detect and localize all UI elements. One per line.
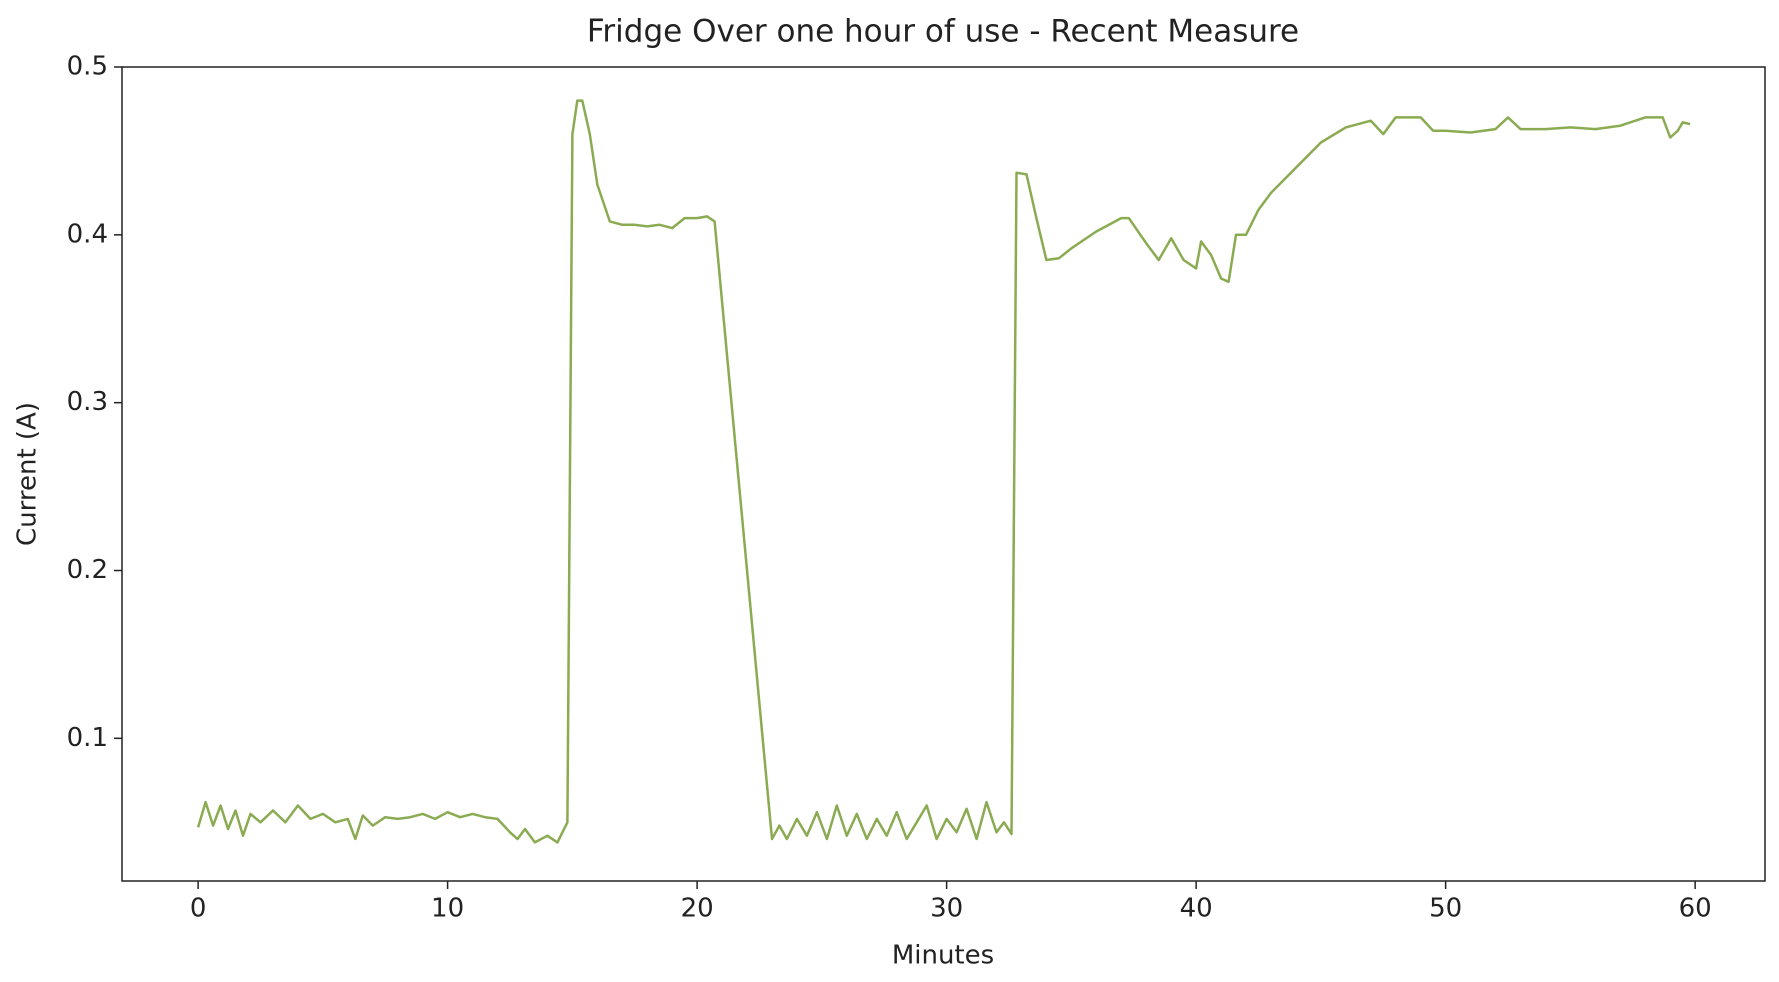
x-tick-label: 30 bbox=[930, 894, 963, 924]
y-tick-label: 0.5 bbox=[67, 52, 108, 82]
x-tick-label: 40 bbox=[1180, 894, 1213, 924]
x-tick-label: 10 bbox=[431, 894, 464, 924]
x-tick-label: 50 bbox=[1429, 894, 1462, 924]
y-tick-label: 0.4 bbox=[67, 219, 108, 249]
y-tick-label: 0.3 bbox=[67, 387, 108, 417]
y-tick-label: 0.2 bbox=[67, 555, 108, 585]
data-line bbox=[196, 99, 1691, 844]
x-tick-label: 20 bbox=[681, 894, 714, 924]
y-tick-label: 0.1 bbox=[67, 723, 108, 753]
x-tick-label: 60 bbox=[1679, 894, 1712, 924]
x-tick-label: 0 bbox=[190, 894, 207, 924]
chart-title: Fridge Over one hour of use - Recent Mea… bbox=[587, 14, 1299, 50]
plot-frame bbox=[121, 66, 1766, 882]
x-axis-label: Minutes bbox=[892, 941, 994, 971]
y-axis-label: Current (A) bbox=[13, 402, 43, 546]
